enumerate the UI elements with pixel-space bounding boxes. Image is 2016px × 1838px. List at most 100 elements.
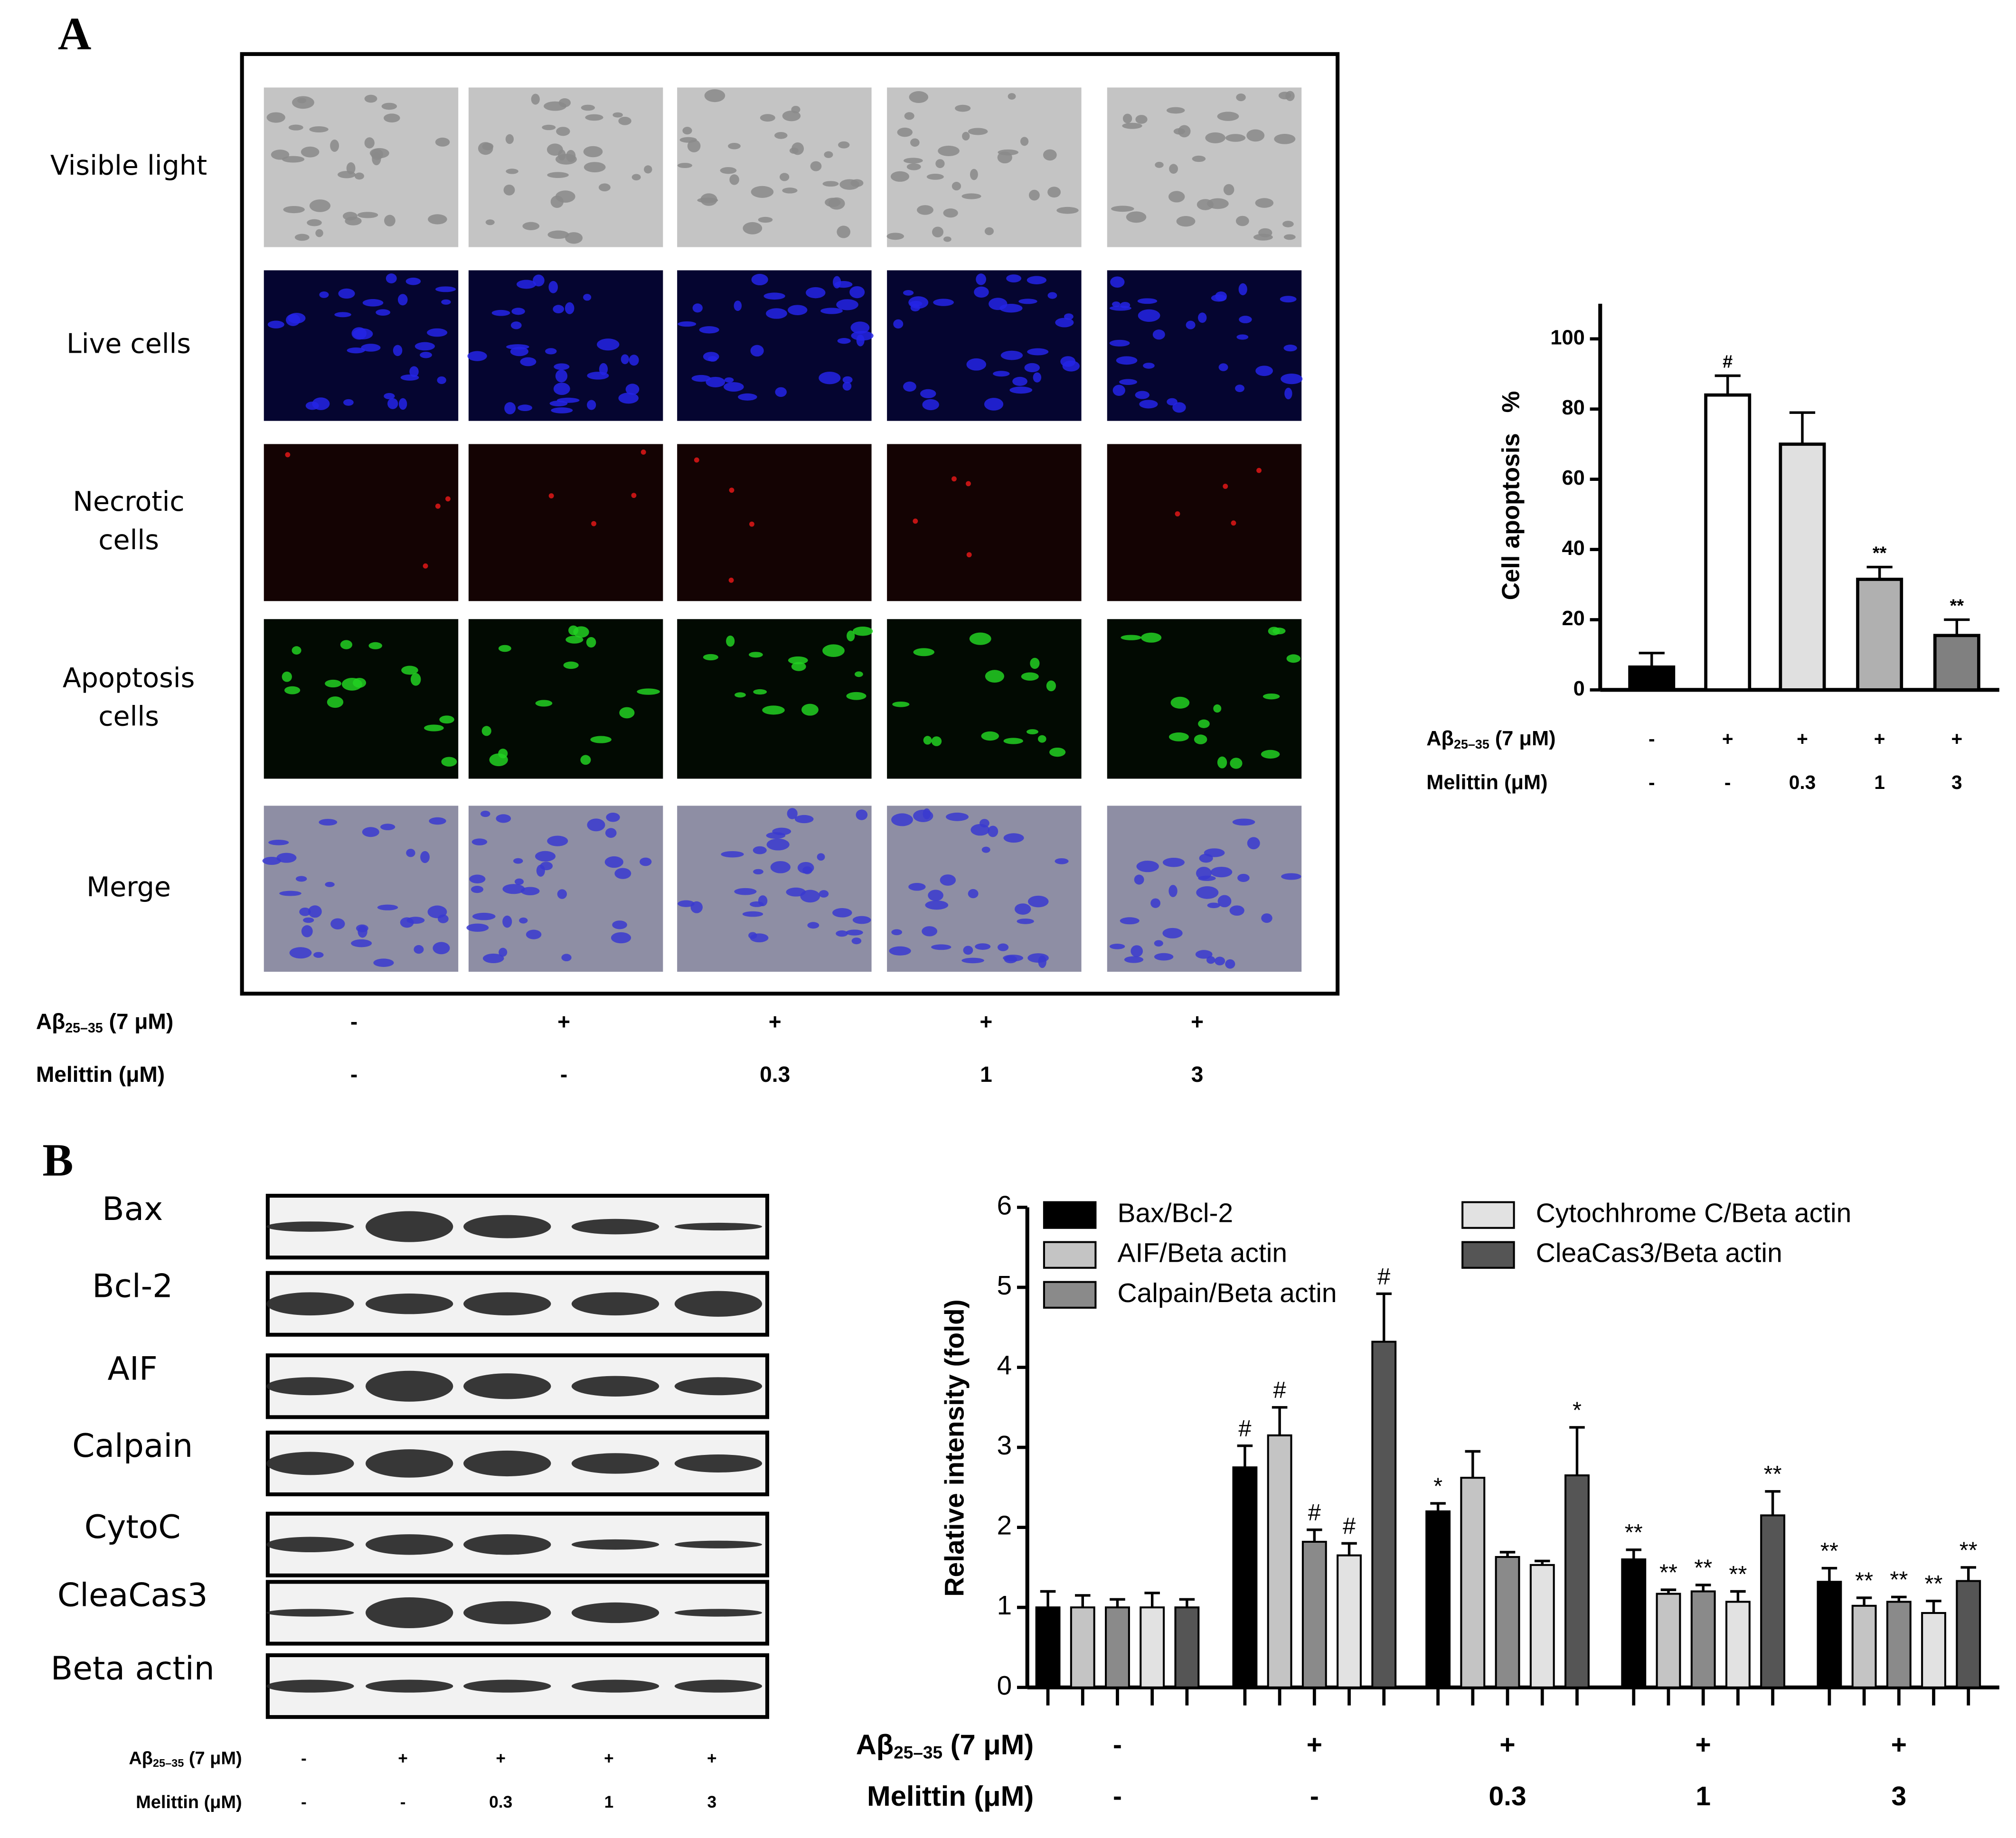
bar	[1371, 1341, 1397, 1688]
cell	[1283, 345, 1297, 352]
label-part: 25–35	[1454, 737, 1489, 751]
cell	[1152, 329, 1165, 340]
cell	[1122, 113, 1132, 123]
cell	[819, 890, 829, 898]
cell	[1192, 155, 1206, 162]
cell	[1003, 833, 1024, 843]
cell	[766, 832, 786, 839]
micrograph	[264, 87, 459, 247]
cell	[728, 577, 734, 583]
cell	[968, 889, 979, 899]
band	[674, 1222, 763, 1231]
cell	[427, 328, 448, 337]
bar	[1174, 1606, 1200, 1688]
cell	[415, 342, 435, 351]
condition-value: +	[1722, 728, 1733, 750]
label-part: (7 μM)	[184, 1749, 242, 1769]
cell	[618, 393, 639, 404]
bar	[1921, 1612, 1946, 1688]
bar	[1070, 1606, 1095, 1688]
bar	[1690, 1590, 1716, 1688]
cell	[414, 945, 424, 954]
band	[571, 1219, 659, 1235]
y-tick-label: 6	[997, 1190, 1012, 1220]
cell	[917, 205, 933, 215]
cell	[548, 281, 558, 293]
cell	[1116, 356, 1138, 365]
cell	[393, 345, 403, 356]
cell	[923, 736, 932, 745]
cell	[1286, 654, 1301, 663]
cell	[893, 319, 904, 329]
condition-value: 1	[980, 1062, 992, 1087]
cell	[482, 953, 504, 964]
cell	[678, 321, 697, 327]
cell	[309, 126, 329, 133]
blot-label: CleaCas3	[57, 1576, 208, 1613]
condition-value: +	[1696, 1730, 1711, 1760]
cell	[1198, 719, 1210, 728]
significance: **	[1694, 1555, 1712, 1581]
cell	[791, 662, 806, 671]
y-tick-label: 100	[1550, 326, 1584, 349]
cell	[268, 840, 289, 845]
band	[463, 1215, 551, 1238]
cell	[266, 112, 285, 123]
cell	[1235, 216, 1249, 226]
error-bar	[1639, 651, 1665, 667]
cell	[910, 304, 920, 312]
cell	[356, 924, 368, 932]
cell	[491, 309, 510, 316]
cell	[993, 371, 1010, 377]
cell	[998, 149, 1019, 156]
cell	[922, 399, 939, 411]
cell	[1255, 366, 1273, 376]
cell	[1225, 959, 1235, 969]
cell	[536, 864, 545, 877]
cell	[774, 132, 788, 139]
error-bar	[1040, 1590, 1056, 1608]
blot-label: CytoC	[85, 1508, 181, 1546]
cell	[788, 305, 808, 315]
micrograph	[1107, 270, 1302, 421]
cell	[283, 206, 305, 214]
cell	[282, 671, 292, 682]
y-axis-label: Cell apoptosis %	[1497, 391, 1525, 600]
cell	[347, 347, 365, 354]
bar	[1704, 393, 1752, 692]
cell	[352, 678, 367, 688]
cell	[1285, 91, 1295, 101]
cell	[586, 637, 596, 648]
condition-value: -	[1310, 1781, 1319, 1811]
cell	[1109, 339, 1130, 347]
condition-value: 3	[707, 1793, 717, 1811]
cell	[513, 858, 523, 864]
cell	[946, 812, 969, 821]
cell	[787, 808, 798, 819]
cell	[679, 137, 697, 143]
cell	[294, 234, 310, 241]
cell	[505, 134, 514, 144]
significance: **	[1764, 1462, 1782, 1487]
cell	[1235, 384, 1245, 393]
cell	[1136, 861, 1159, 872]
cell	[762, 705, 785, 715]
cell	[504, 402, 516, 414]
cell	[364, 94, 377, 103]
cell	[753, 846, 767, 854]
cell	[779, 173, 790, 181]
cell	[619, 707, 635, 719]
cell	[510, 321, 522, 329]
cell	[1196, 886, 1219, 899]
cell	[381, 103, 397, 110]
cell	[1006, 274, 1022, 282]
cell	[1112, 301, 1121, 307]
cell	[435, 286, 456, 292]
significance: #	[1343, 1514, 1356, 1539]
band	[674, 1679, 763, 1693]
legend-label: Bax/Bcl-2	[1117, 1198, 1233, 1228]
cell	[968, 128, 988, 135]
label-part: (7 μM)	[1489, 728, 1556, 750]
condition-value: -	[301, 1793, 307, 1811]
cell	[1281, 873, 1301, 880]
